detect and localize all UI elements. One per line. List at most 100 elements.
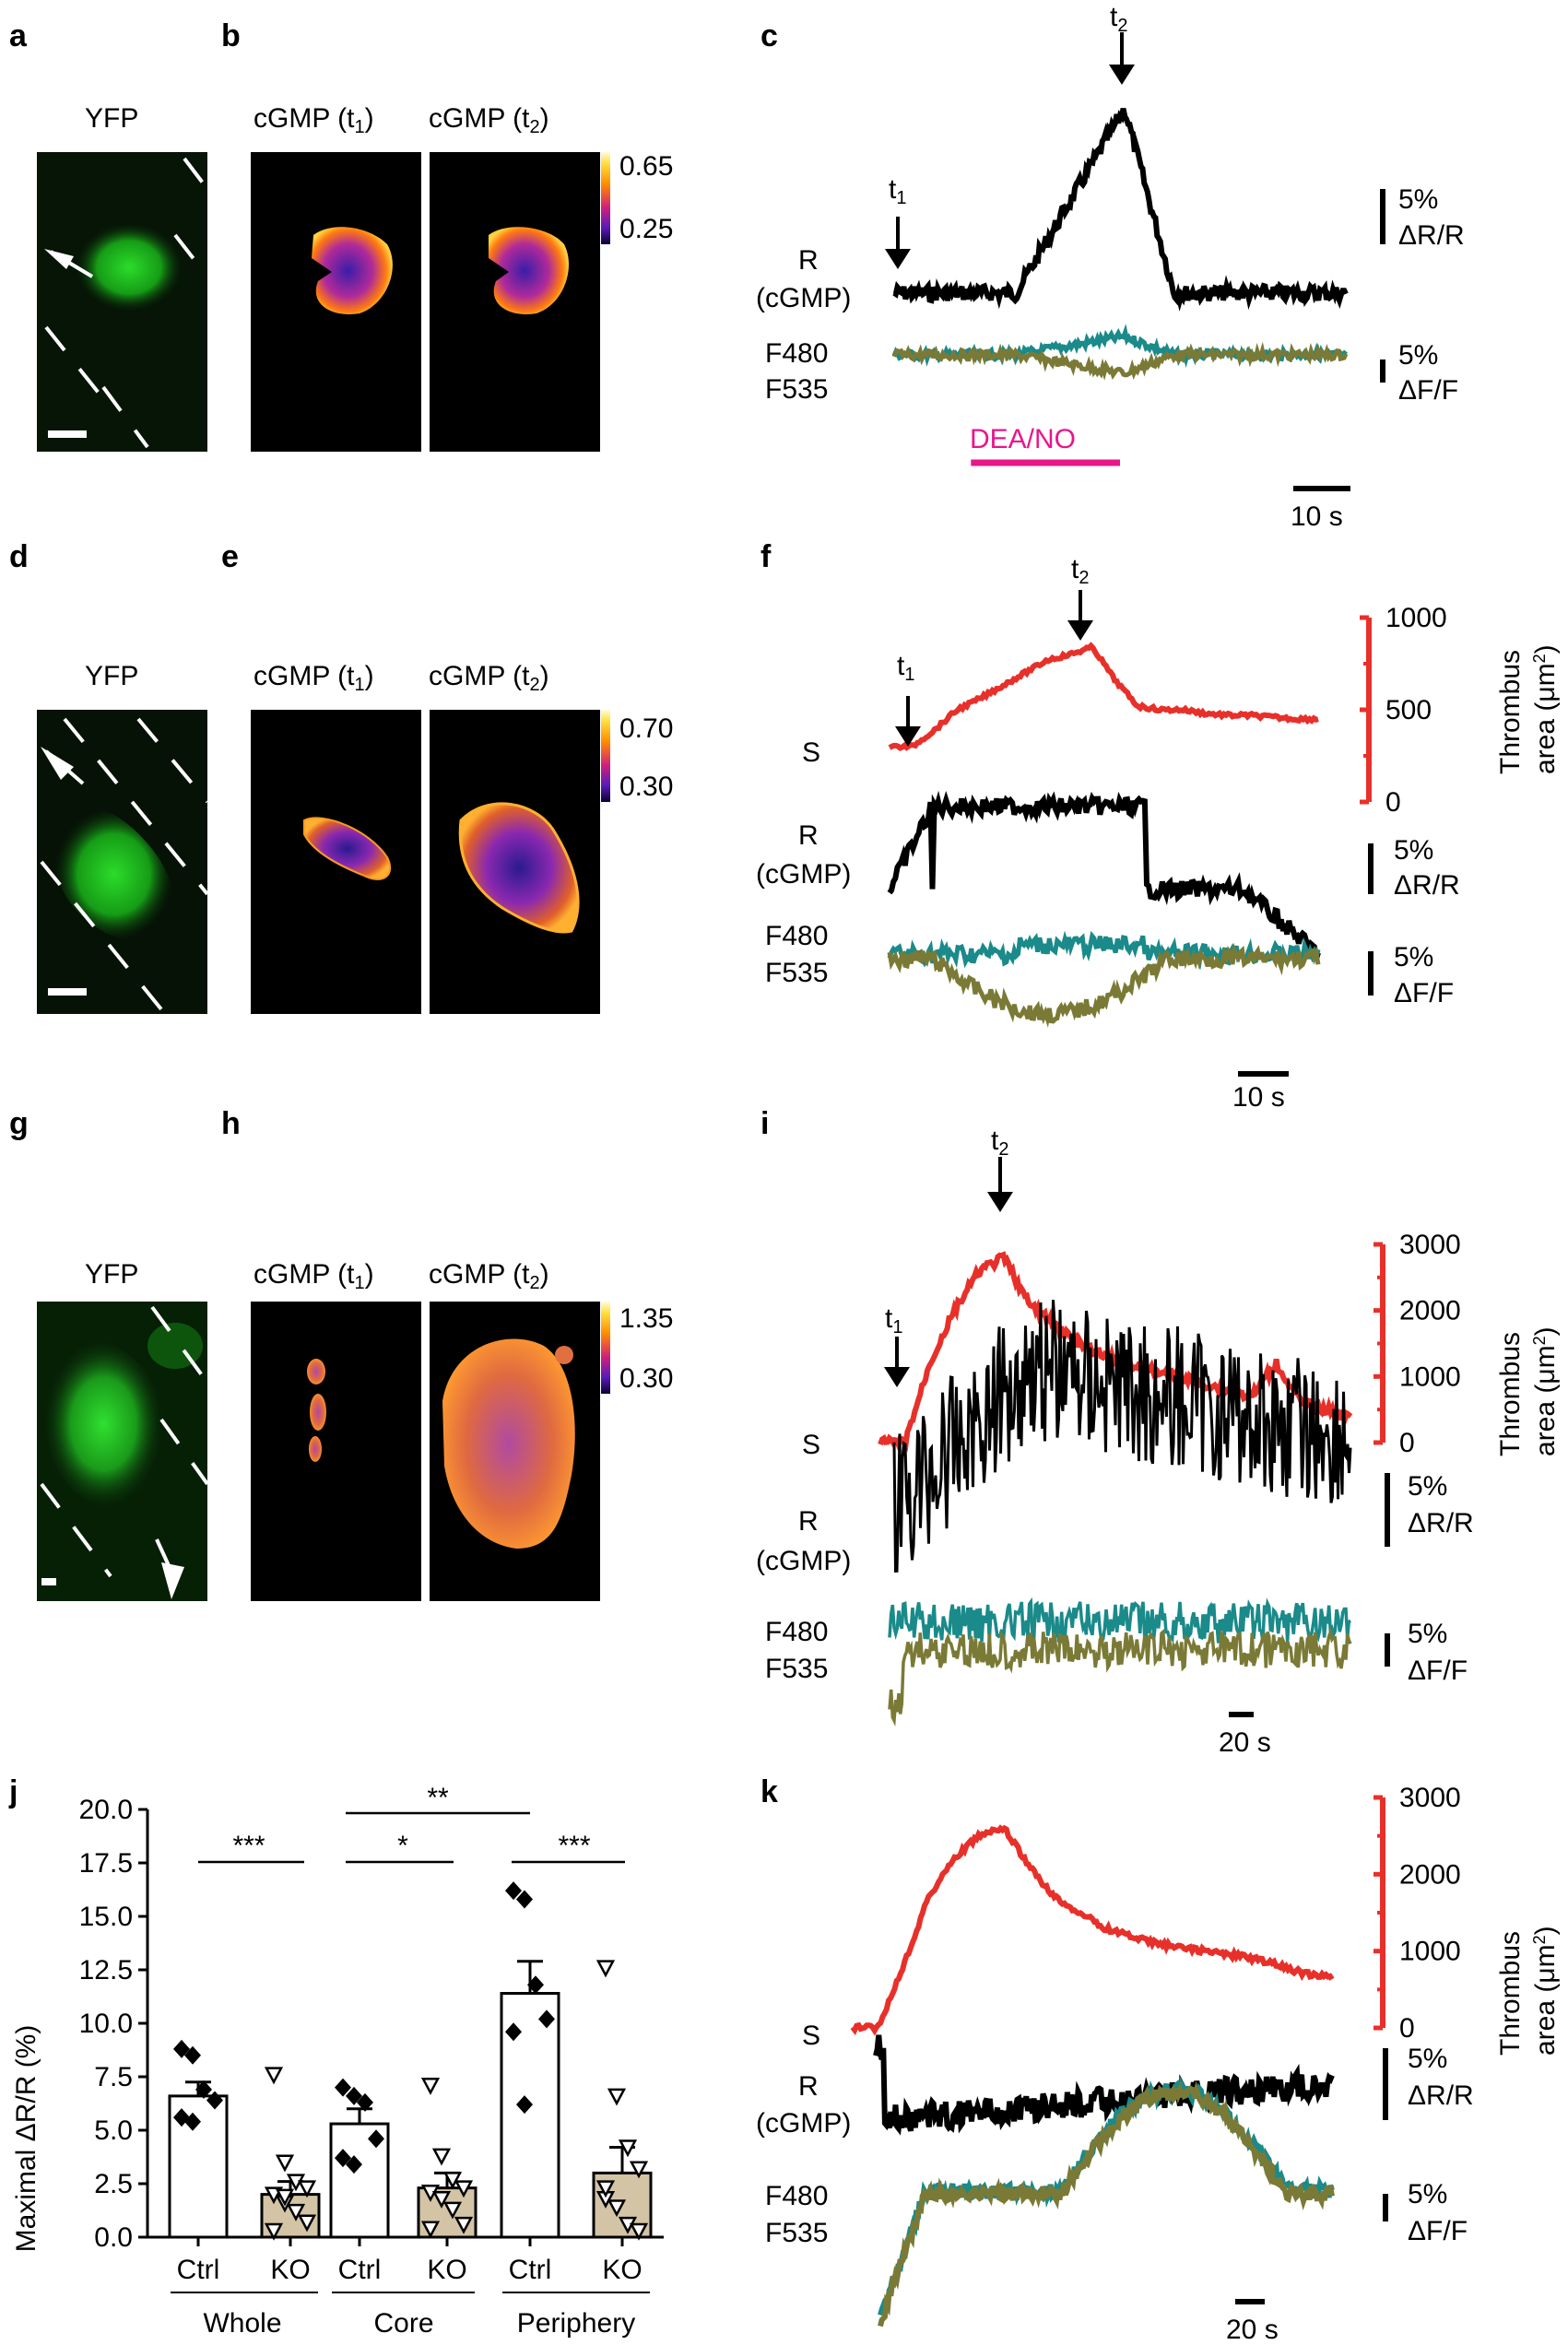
- data-point-ctrl: [505, 2022, 522, 2042]
- panel-label-c: c: [760, 18, 778, 53]
- panel-label-b: b: [221, 18, 241, 53]
- panel-label-d: d: [9, 539, 29, 574]
- data-point-ko: [595, 1960, 616, 1978]
- panel-label-i: i: [760, 1106, 769, 1141]
- data-point-ko: [607, 2088, 627, 2106]
- c-scale-f-value: 5%: [1398, 340, 1438, 371]
- i-time-label: 20 s: [1219, 1727, 1271, 1758]
- data-point-ko: [275, 2154, 295, 2173]
- data-point-ko: [264, 2067, 284, 2085]
- colorbar-h: 1.35 0.30: [601, 1302, 673, 1394]
- thrombus-axis-f-tick-label: 0: [1385, 787, 1401, 818]
- c-f480-label: F480: [765, 338, 828, 369]
- panel-label-a: a: [9, 18, 28, 53]
- data-point-ctrl: [368, 2129, 384, 2149]
- j-sig-core: *: [397, 1831, 408, 1861]
- j-x-tick-label: KO: [602, 2255, 642, 2285]
- data-point-ctrl: [527, 1975, 544, 1995]
- i-cgmp-label: (cGMP): [756, 1546, 851, 1576]
- data-point-ko: [420, 2078, 441, 2095]
- arrow-t1-icon: [884, 1367, 910, 1387]
- cgmp-image-t1-b: [251, 152, 421, 452]
- k-s-label: S: [802, 2021, 820, 2051]
- c-t2-label: t2: [1110, 2, 1127, 36]
- cgmp-image-t2-b: [430, 152, 600, 452]
- i-s-label: S: [802, 1430, 820, 1460]
- f-scale-r-value: 5%: [1394, 835, 1433, 866]
- data-point-ko: [607, 2199, 627, 2218]
- yfp-image-a: [37, 152, 209, 452]
- panel-f-traces: t2 t1 S R (cGMP) F480 F535 5% ΔR/R 5% ΔF…: [756, 554, 1561, 1113]
- chart-marks: 0 500 1000 0 1000 2000 3000 0 1000 2000 3000 0.0 2.5…: [79, 32, 1461, 2327]
- f-cgmp-label: (cGMP): [756, 859, 851, 890]
- data-point-ctrl: [206, 2091, 223, 2110]
- thrombus-axis-k-tick-label: 1000: [1399, 1937, 1461, 1967]
- j-x-tick-label: Ctrl: [177, 2255, 220, 2285]
- c-scale-r-value: 5%: [1398, 184, 1438, 215]
- k-time-label: 20 s: [1226, 2315, 1279, 2345]
- thrombus-axis-k-tick-label: 0: [1399, 2013, 1415, 2044]
- thrombus-axis-i-tick-label: 0: [1399, 1428, 1415, 1458]
- j-y-tick-label: 5.0: [94, 2115, 133, 2146]
- j-y-tick-label: 2.5: [94, 2169, 133, 2199]
- j-x-tick-label: KO: [427, 2255, 466, 2285]
- i-f535-label: F535: [765, 1654, 828, 1684]
- data-point-ko: [442, 2172, 463, 2190]
- i-scale-r-unit: ΔR/R: [1408, 1508, 1474, 1538]
- trace-r-cgmp: [873, 2034, 1335, 2136]
- data-point-ko: [618, 2139, 638, 2158]
- f-f480-label: F480: [765, 921, 828, 951]
- panel-label-e: e: [221, 539, 239, 574]
- i-t2-label: t2: [991, 1125, 1008, 1160]
- trace-f480: [888, 1597, 1352, 1646]
- dea-no-label: DEA/NO: [970, 424, 1076, 454]
- arrow-t2-icon: [987, 1192, 1013, 1212]
- yfp-label-d: YFP: [85, 661, 138, 691]
- f-f535-label: F535: [765, 958, 828, 988]
- cgmp-image-t2-e: [430, 710, 600, 1014]
- c-cgmp-label: (cGMP): [756, 283, 851, 313]
- yfp-image-d: [37, 710, 209, 1014]
- yfp-label-a: YFP: [85, 103, 138, 134]
- data-point-ko: [264, 2222, 284, 2241]
- data-point-ko: [595, 2180, 616, 2198]
- data-point-ctrl: [184, 2045, 201, 2065]
- data-point-ko: [297, 2180, 317, 2198]
- i-scale-f-unit: ΔF/F: [1408, 1656, 1468, 1686]
- panel-label-h: h: [221, 1106, 241, 1141]
- c-f535-label: F535: [765, 374, 828, 405]
- k-thrombus-label-1: Thrombus: [1495, 1931, 1526, 2056]
- data-point-ctrl: [335, 2078, 351, 2097]
- data-point-ko: [431, 2148, 452, 2166]
- panel-j-chart: Maximal ΔR/R (%) Whole Core Periphery **…: [11, 1783, 635, 2339]
- thrombus-axis-f-tick-label: 500: [1385, 695, 1432, 725]
- i-f480-label: F480: [765, 1617, 828, 1647]
- j-group-label-whole: Whole: [203, 2308, 281, 2339]
- trace-f535: [888, 1627, 1352, 1726]
- data-point-ctrl: [538, 2009, 555, 2029]
- panel-label-f: f: [760, 539, 772, 574]
- arrow-t1-icon: [895, 726, 921, 747]
- data-point-ctrl: [516, 1890, 533, 1909]
- f-scale-f-unit: ΔF/F: [1394, 978, 1454, 1008]
- data-point-ko: [454, 2180, 474, 2198]
- cgmp-t1-label-h: cGMP (t1): [253, 1259, 374, 1293]
- j-sig-core-periphery: **: [427, 1783, 449, 1813]
- c-time-label: 10 s: [1291, 501, 1343, 532]
- data-point-ctrl: [184, 2112, 201, 2131]
- k-scale-r-unit: ΔR/R: [1408, 2080, 1474, 2111]
- data-point-ctrl: [357, 2092, 373, 2112]
- yfp-image-g: [37, 1302, 209, 1601]
- j-y-tick-label: 17.5: [79, 1848, 133, 1879]
- arrow-icon: [161, 1562, 184, 1599]
- c-scale-f-unit: ΔF/F: [1398, 375, 1458, 406]
- k-r-label: R: [798, 2071, 819, 2102]
- j-ylabel: Maximal ΔR/R (%): [11, 2025, 41, 2253]
- thrombus-axis-f-tick-label: 1000: [1385, 603, 1447, 633]
- thrombus-axis-i-tick-label: 2000: [1399, 1296, 1461, 1326]
- f-t2-label: t2: [1071, 554, 1089, 588]
- j-y-tick-label: 20.0: [79, 1795, 133, 1825]
- data-point-ctrl: [346, 2155, 362, 2174]
